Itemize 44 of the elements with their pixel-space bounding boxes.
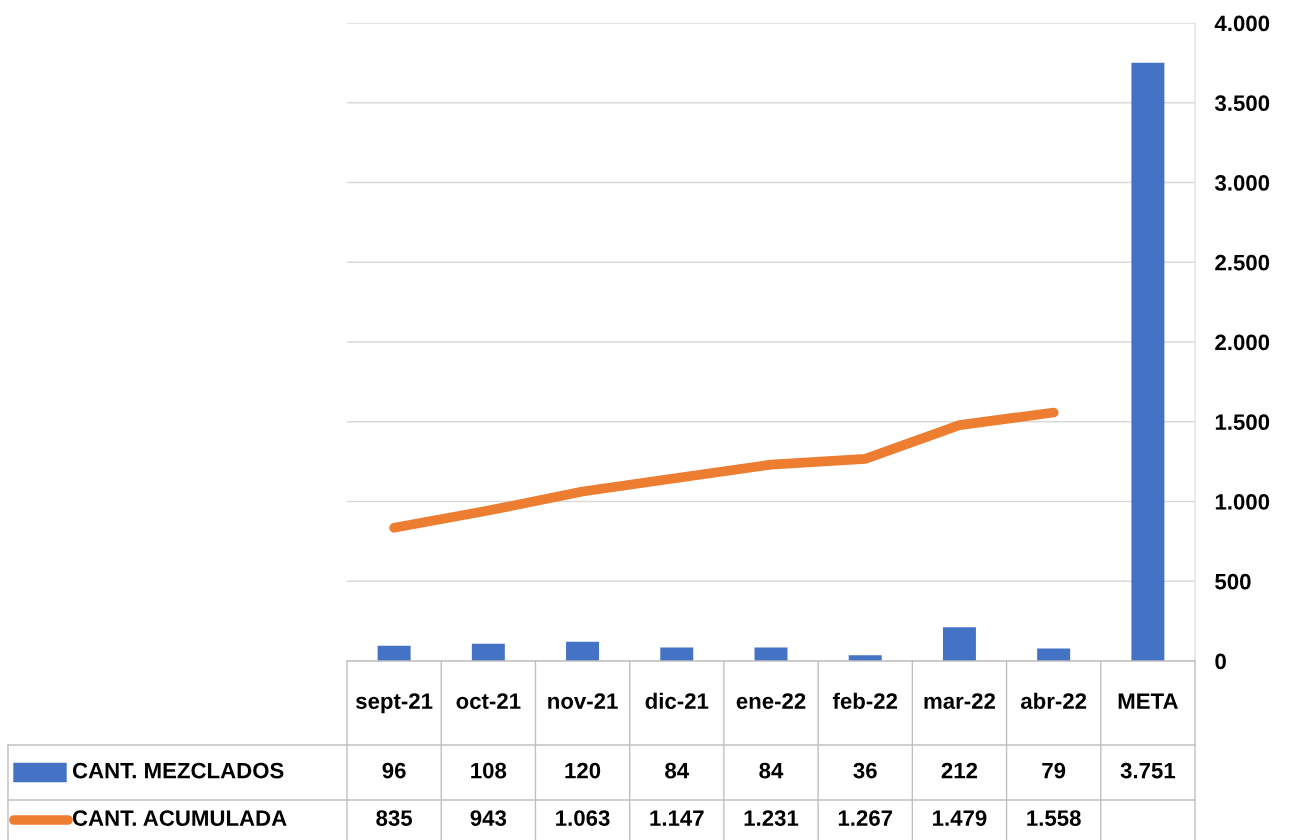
x-tick-label: META: [1118, 693, 1178, 709]
x-tick-label: nov-21: [548, 693, 618, 709]
legend-label: CANT. MEZCLADOS: [72, 762, 284, 779]
data-label: 943: [470, 810, 507, 826]
y-tick-label: 2.500: [1215, 254, 1270, 271]
data-label: 79: [1042, 762, 1066, 779]
data-label: 84: [665, 762, 690, 779]
bar: [660, 647, 694, 661]
data-label: 1.231: [744, 810, 799, 826]
data-label: 96: [382, 762, 406, 779]
y-tick-label: 4.000: [1214, 15, 1270, 32]
x-tick-label: oct-21: [456, 693, 521, 709]
data-label: 3.751: [1120, 762, 1176, 779]
bar: [471, 643, 505, 661]
bar: [1037, 648, 1071, 661]
bar: [942, 627, 976, 661]
bar: [377, 645, 411, 661]
x-tick-label: sept-21: [355, 693, 433, 714]
x-tick-label: dic-21: [645, 692, 709, 709]
legend-label: CANT. ACUMULADA: [72, 810, 287, 826]
y-tick-label: 3.000: [1214, 175, 1270, 191]
y-tick-label: 2.000: [1215, 334, 1270, 351]
data-label: 1.147: [650, 810, 704, 826]
y-tick-label: 3.500: [1214, 95, 1270, 112]
y-tick-label: 0: [1215, 653, 1226, 670]
x-tick-label: feb-22: [832, 692, 898, 709]
x-tick-label: ene-22: [736, 693, 806, 709]
data-label: 120: [565, 762, 601, 779]
x-tick-label: mar-22: [924, 693, 995, 709]
x-tick-label: abr-22: [1020, 692, 1087, 709]
y-tick-label: 500: [1215, 573, 1251, 590]
data-label: 84: [759, 762, 784, 779]
bar: [566, 641, 600, 661]
data-label: 1.558: [1027, 810, 1081, 826]
y-tick-label: 1.500: [1215, 414, 1270, 431]
y-tick-label: 1.000: [1215, 494, 1270, 510]
data-label: 212: [941, 762, 978, 779]
bar: [1131, 62, 1165, 661]
data-label: 1.267: [838, 810, 893, 826]
data-label: 835: [376, 810, 413, 826]
data-label: 1.479: [933, 810, 987, 826]
data-label: 36: [853, 762, 877, 779]
data-label: 108: [471, 762, 507, 779]
data-label: 1.063: [556, 810, 610, 826]
